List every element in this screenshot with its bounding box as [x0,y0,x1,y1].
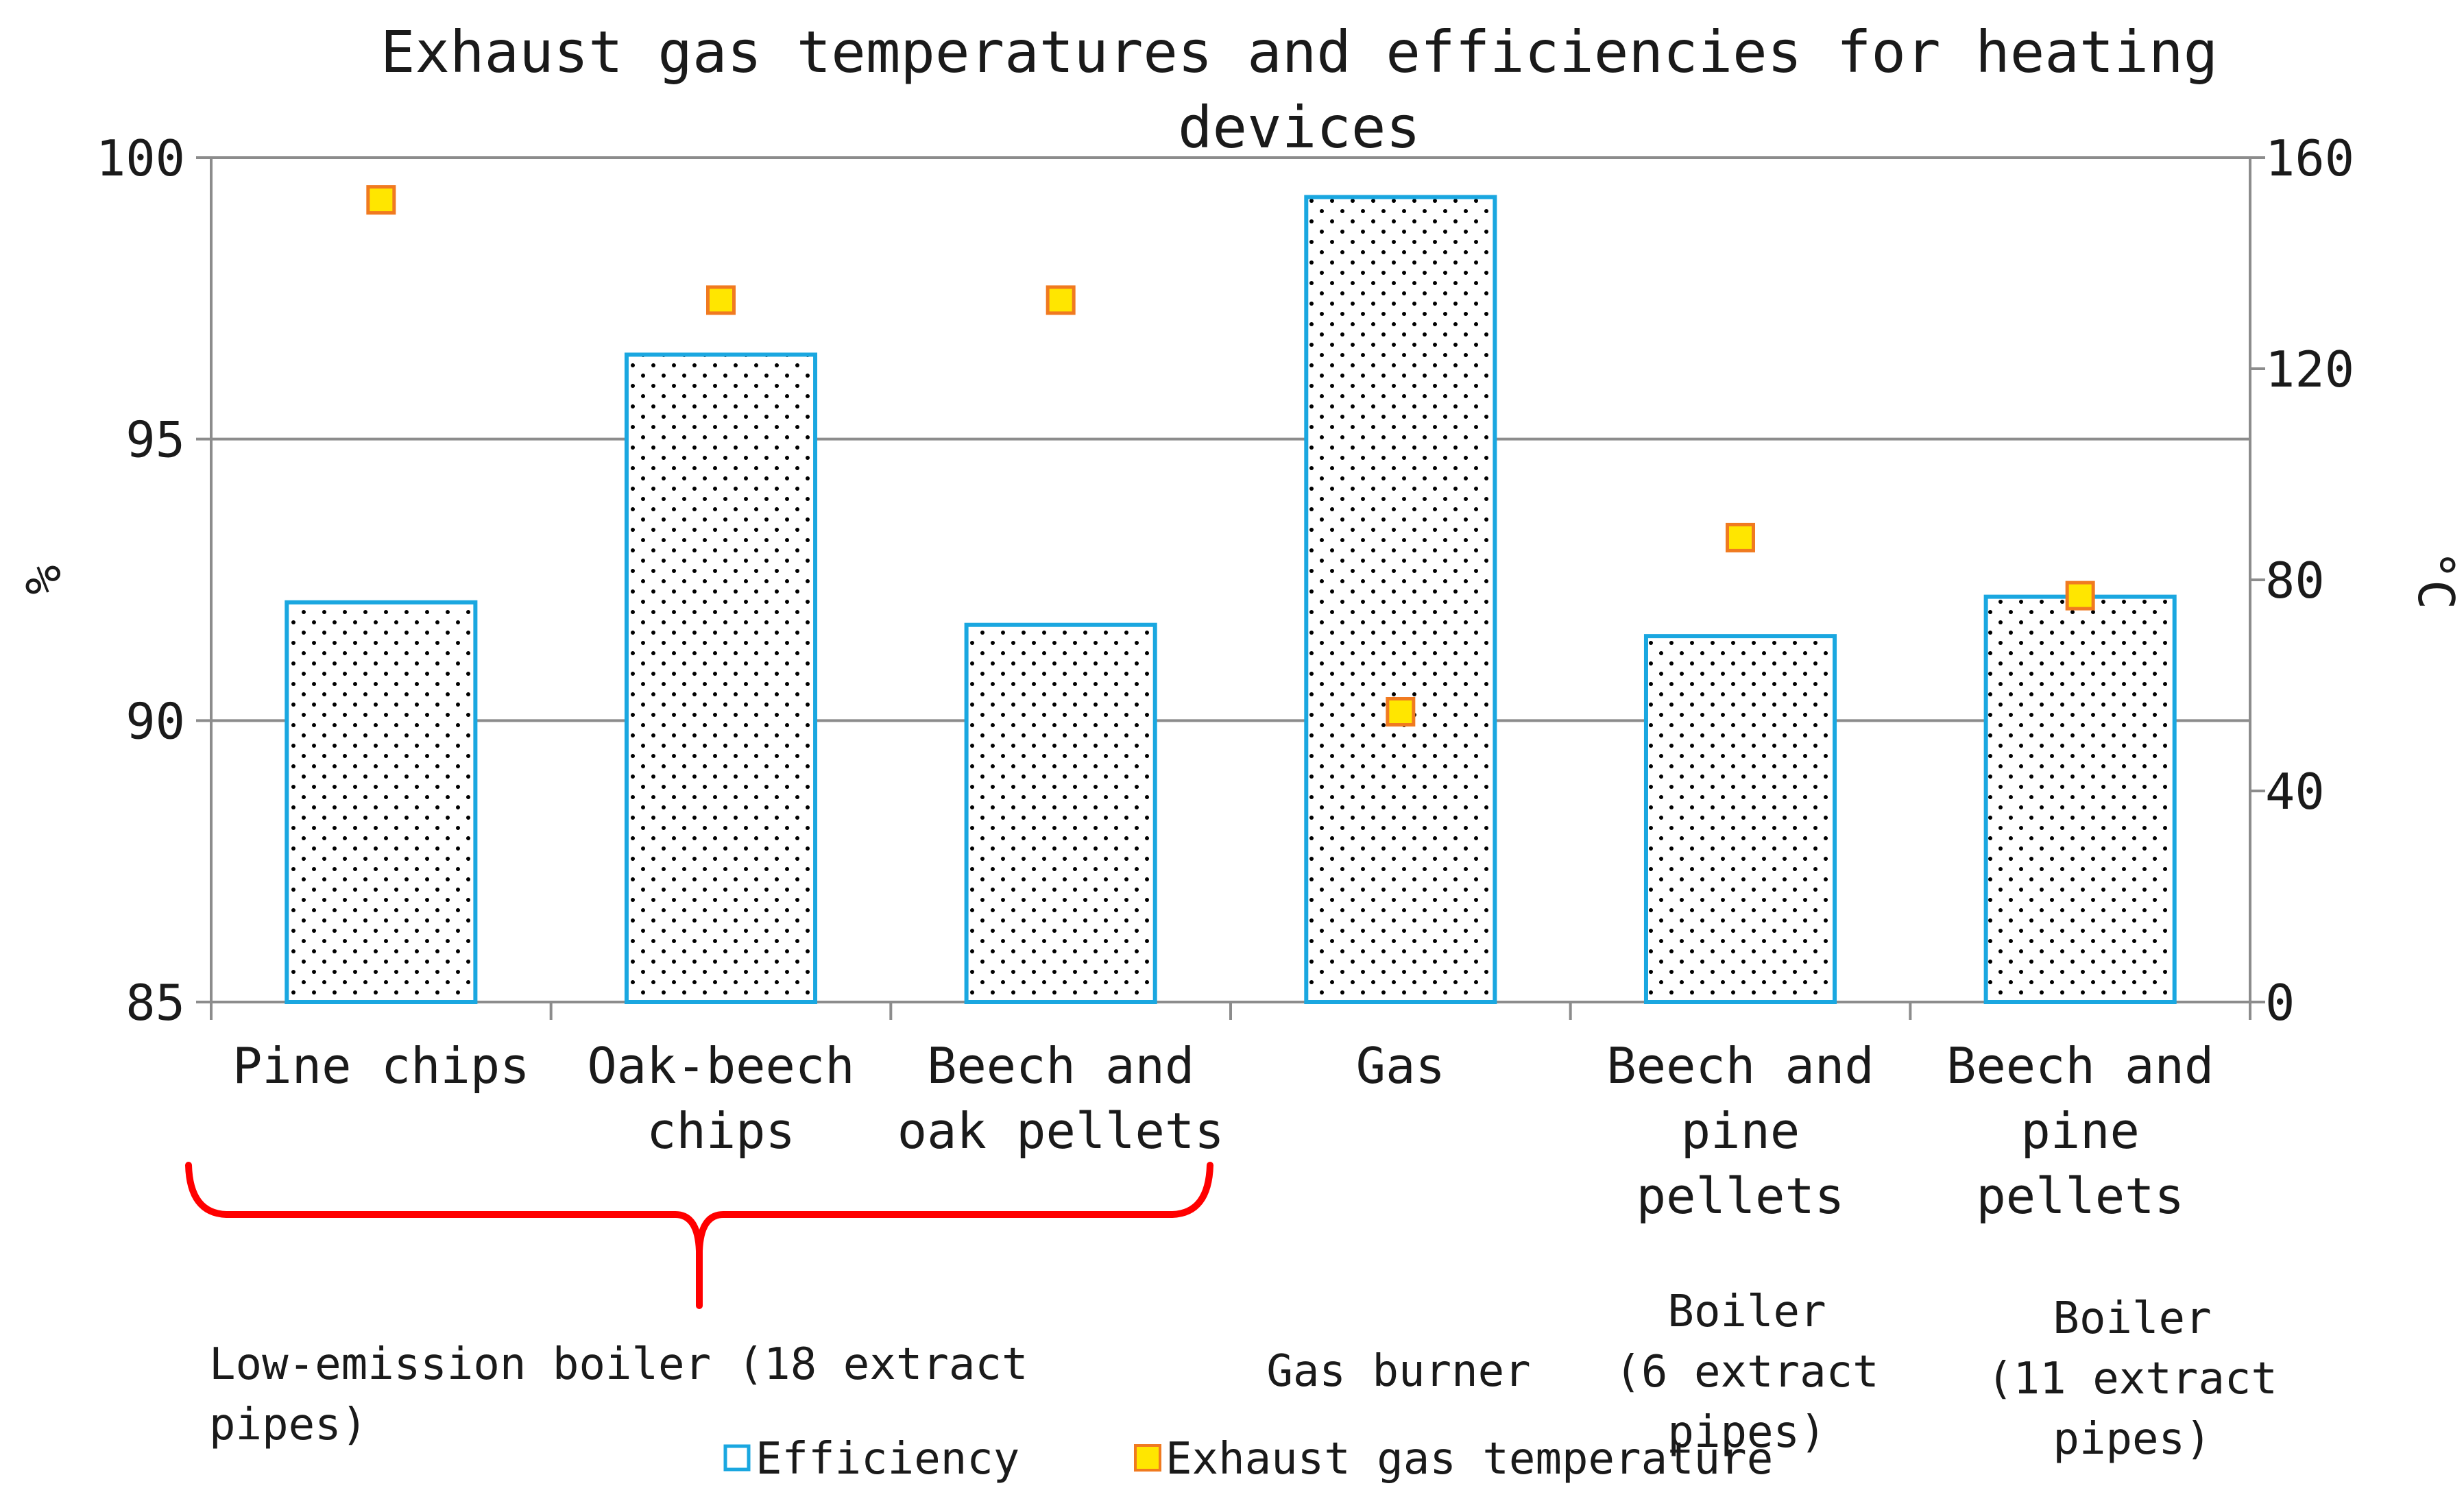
temperature-marker [706,285,736,315]
group-label: (11 extract [1987,1354,2278,1404]
gridlines [211,156,2250,722]
temperature-marker [2065,581,2095,611]
y2-tick-label: 40 [2265,763,2325,820]
y2-tick-label: 160 [2265,130,2354,187]
legend-temperature-swatch [1134,1444,1161,1472]
category-label: pine [2020,1102,2139,1160]
y2-tick-label: 80 [2265,552,2325,609]
group-label: (6 extract [1615,1347,1879,1398]
temperature-marker [366,185,396,215]
temperature-series [366,185,2095,727]
temperature-marker [1386,697,1416,727]
group-label: Gas burner [1266,1346,1530,1397]
category-label: Beech and [927,1037,1194,1095]
axes [196,156,2265,1020]
efficiency-bar [1304,195,1497,1005]
y2-tick-label: 0 [2265,974,2295,1032]
y2-axis-label: °C [2407,550,2464,610]
category-label: pine [1681,1102,1800,1160]
category-label: chips [647,1102,795,1160]
temperature-marker [1726,522,1755,552]
group-label: Boiler [1667,1286,1826,1337]
category-label: pellets [1976,1167,2184,1225]
legend-efficiency-swatch [723,1444,751,1472]
group-labels: Low-emission boiler (18 extract pipes) Gas… [209,1286,2278,1465]
category-label: oak pellets [897,1102,1224,1160]
group-brace [185,1162,1213,1309]
legend-temperature-label: Exhaust gas temperature [1165,1434,1773,1485]
legend: Efficiency Exhaust gas temperature [723,1434,1773,1485]
category-label: pellets [1636,1167,1844,1225]
legend-efficiency-label: Efficiency [756,1434,1019,1485]
category-label: Beech and [1946,1037,2214,1095]
group-label: Low-emission boiler (18 extract [209,1339,1028,1390]
group-label: pipes) [1667,1407,1826,1458]
category-label: Pine chips [232,1037,529,1095]
efficiency-bar [624,352,818,1004]
y-tick-label: 95 [125,411,185,469]
efficiency-bar [1983,594,2177,1004]
efficiency-bar [285,600,478,1004]
category-labels: Pine chips Oak-beech chips Beech and oak pel… [232,1037,2214,1225]
group-label: pipes) [209,1400,367,1450]
efficiency-series [285,195,2177,1005]
category-label: Oak-beech [587,1037,854,1095]
y2-tick-label: 120 [2265,341,2354,398]
category-label: Gas [1356,1037,1445,1095]
chart-title: Exhaust gas temperatures and efficiencie… [381,19,2218,161]
group-label: Boiler [2053,1293,2211,1344]
y-tick-label: 100 [96,130,185,187]
efficiency-bar [964,622,1157,1004]
temperature-marker [1046,285,1076,315]
category-label: Beech and [1606,1037,1874,1095]
y-tick-label: 85 [125,974,185,1032]
group-label: pipes) [2053,1414,2211,1465]
efficiency-bar [1643,634,1837,1004]
tick-labels: 85 90 95 100 0 40 80 120 160 [96,130,2354,1032]
y-tick-label: 90 [125,692,185,750]
y-axis-label: % [14,565,72,594]
